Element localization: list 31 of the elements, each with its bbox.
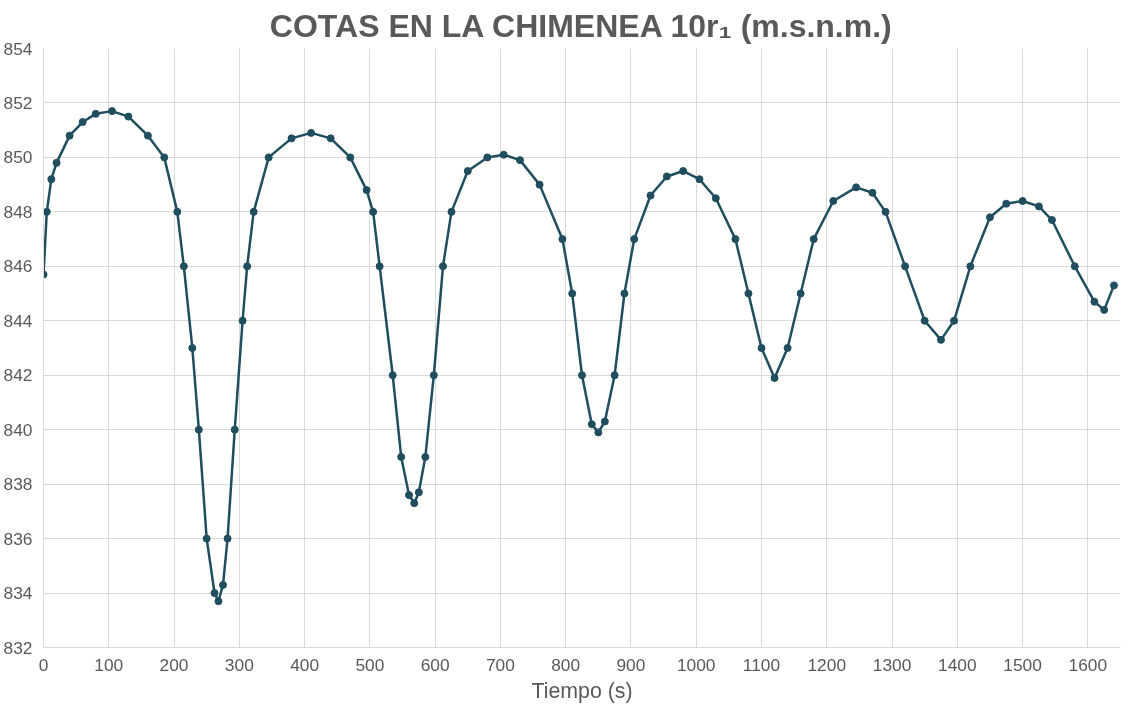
- x-tick-label: 1400: [938, 654, 977, 675]
- y-tick-label: 846: [3, 256, 33, 277]
- x-tick-label: 500: [355, 654, 385, 675]
- y-tick-label: 854: [3, 38, 33, 59]
- y-tick-label: 834: [3, 583, 33, 604]
- y-tick-label: 848: [3, 201, 33, 222]
- x-tick-label: 1600: [1068, 654, 1108, 675]
- x-tick-label: 1500: [1003, 654, 1042, 675]
- x-tick-label: 1000: [676, 654, 716, 675]
- x-tick-label: 1300: [872, 654, 912, 675]
- x-tick-label: 800: [551, 654, 581, 675]
- y-tick-label: 836: [3, 528, 33, 549]
- y-tick-label: 844: [3, 310, 33, 331]
- x-tick-label: 400: [290, 654, 320, 675]
- x-tick-label: 900: [616, 654, 646, 675]
- x-tick-label: 300: [224, 654, 254, 675]
- y-tick-label: 850: [3, 147, 33, 168]
- x-axis-title: Tiempo (s): [531, 678, 633, 703]
- y-tick-label: 840: [3, 419, 33, 440]
- x-tick-label: 100: [94, 654, 124, 675]
- chart-title: COTAS EN LA CHIMENEA 10r₁ (m.s.n.m.): [269, 7, 892, 44]
- y-tick-label: 842: [3, 365, 33, 386]
- x-tick-label: 700: [485, 654, 515, 675]
- y-tick-label: 838: [3, 474, 33, 495]
- x-tick-label: 600: [420, 654, 450, 675]
- x-tick-label: 0: [38, 654, 49, 675]
- x-tick-label: 200: [159, 654, 189, 675]
- x-tick-label: 1200: [807, 654, 847, 675]
- y-tick-label: 852: [3, 92, 33, 113]
- x-tick-label: 1100: [742, 654, 781, 675]
- y-tick-label: 832: [3, 637, 33, 658]
